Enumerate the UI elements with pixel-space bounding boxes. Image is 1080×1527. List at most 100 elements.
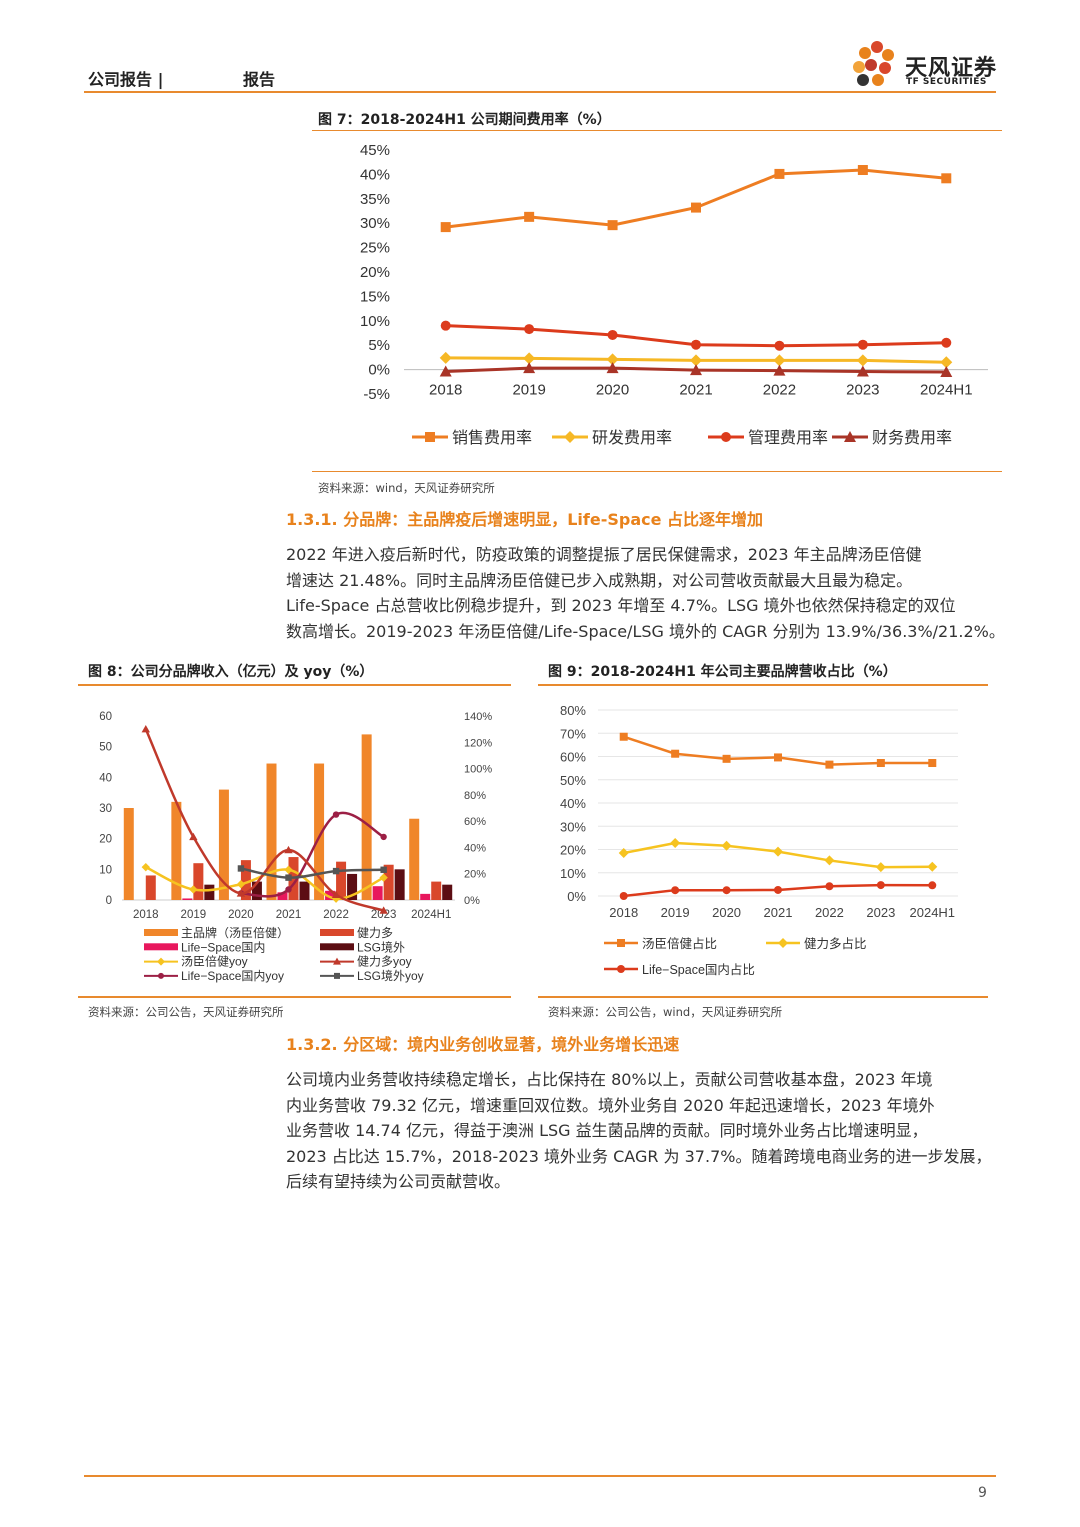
- x-tick-label: 2023: [371, 909, 397, 921]
- y-tick-label: 25%: [360, 240, 390, 257]
- data-point: [774, 168, 785, 179]
- data-point: [774, 885, 782, 894]
- data-point: [940, 356, 953, 369]
- y-left-tick-label: 40: [99, 772, 112, 784]
- y-tick-label: 60%: [560, 750, 586, 765]
- data-point: [439, 351, 452, 364]
- y-tick-label: 15%: [360, 288, 390, 305]
- data-point: [825, 882, 834, 891]
- header-rule: [84, 91, 996, 93]
- report-type: 报告: [243, 70, 276, 89]
- legend-label: LSG境外yoy: [357, 968, 424, 983]
- legend-label: 管理费用率: [748, 429, 828, 447]
- legend-marker: [333, 957, 341, 965]
- yoy-point: [189, 832, 198, 841]
- fig9-title: 图 9：2018-2024H1 年公司主要品牌营收占比（%）: [548, 664, 897, 680]
- y-left-tick-label: 0: [106, 895, 112, 907]
- section-132-heading: 1.3.2. 分区域：境内业务创收显著，境外业务增长迅速: [286, 1035, 680, 1054]
- y-tick-label: 0%: [567, 889, 586, 904]
- bar: [145, 875, 156, 900]
- x-tick-label: 2022: [323, 909, 349, 921]
- y-tick-label: 0%: [368, 362, 390, 379]
- data-point: [824, 855, 835, 866]
- legend-label: 财务费用率: [872, 429, 952, 447]
- data-point: [940, 366, 953, 378]
- y-tick-label: 10%: [360, 313, 390, 330]
- x-tick-label: 2024H1: [920, 382, 973, 399]
- para-line: 2022 年进入疫后新时代，防疫政策的调整提振了居民保健需求，2023 年主品牌…: [286, 545, 922, 564]
- fig8-title: 图 8：公司分品牌收入（亿元）及 yoy（%）: [88, 664, 374, 680]
- fig9-bottom-rule: [538, 996, 988, 998]
- yoy-point: [285, 874, 292, 881]
- y-left-tick-label: 60: [99, 711, 112, 723]
- bar: [372, 886, 383, 900]
- yoy-point: [189, 885, 198, 894]
- y-tick-label: 20%: [560, 843, 586, 858]
- fig7-title: 图 7：2018-2024H1 公司期间费用率（%）: [318, 112, 611, 128]
- legend-label: 健力多占比: [804, 936, 867, 951]
- data-point: [618, 847, 629, 858]
- bar: [383, 864, 394, 900]
- legend-marker: [157, 957, 165, 966]
- fig8-top-rule: [78, 684, 511, 686]
- y-right-tick-label: 60%: [464, 816, 486, 828]
- legend-label: Life−Space国内: [181, 940, 265, 954]
- bar: [204, 884, 215, 900]
- data-point: [941, 173, 952, 184]
- x-tick-label: 2020: [712, 905, 741, 920]
- x-tick-label: 2020: [596, 382, 629, 399]
- fig7-chart: -5% 0% 5% 10% 15% 20% 25% 30% 35% 40% 45% 2018 2019 2…: [360, 142, 988, 447]
- data-point: [857, 339, 868, 350]
- y-tick-label: 20%: [360, 264, 390, 281]
- x-tick-label: 2024H1: [411, 909, 451, 921]
- data-point: [670, 837, 681, 848]
- data-point: [875, 862, 886, 873]
- bar: [409, 818, 420, 900]
- y-right-tick-label: 40%: [464, 842, 486, 854]
- legend-marker: [778, 938, 788, 948]
- bar: [347, 873, 358, 900]
- data-point: [773, 354, 786, 367]
- report-category: 公司报告 |: [88, 70, 164, 89]
- bar: [325, 890, 336, 900]
- data-point: [619, 892, 628, 900]
- bar: [266, 763, 277, 900]
- bar: [361, 734, 372, 900]
- bar: [299, 881, 310, 900]
- x-tick-label: 2019: [512, 382, 545, 399]
- data-point: [721, 840, 732, 851]
- para-line: 增速达 21.48%。同时主品牌汤臣倍健已步入成熟期，对公司营收贡献最大且最为稳…: [286, 570, 913, 590]
- legend-marker: [617, 965, 625, 973]
- bar: [123, 808, 134, 900]
- yoy-point: [236, 889, 246, 897]
- tf-securities-logo: [848, 38, 998, 90]
- legend-swatch: [320, 929, 354, 936]
- yoy-point: [380, 833, 387, 841]
- x-tick-label: 2018: [609, 905, 638, 920]
- legend-label: Life−Space国内占比: [642, 962, 755, 977]
- para-line: 2023 占比达 15.7%，2018-2023 境外业务 CAGR 为 37.…: [286, 1146, 992, 1166]
- yoy-point: [141, 724, 150, 733]
- legend-marker: [721, 432, 731, 442]
- para-line: 内业务营收 79.32 亿元，增速重回双位数。境外业务自 2020 年起迅速增长…: [286, 1095, 935, 1115]
- logo-cn-text: 天风证券: [905, 56, 998, 81]
- legend-marker: [564, 431, 576, 443]
- legend-label: LSG境外: [357, 939, 405, 954]
- y-tick-label: 40%: [360, 166, 390, 183]
- series-line: [445, 168, 947, 229]
- x-tick-label: 2021: [764, 905, 793, 920]
- bar: [193, 863, 204, 900]
- data-point: [774, 753, 782, 762]
- legend-marker: [425, 432, 435, 442]
- y-left-tick-label: 30: [99, 803, 112, 815]
- legend-label: 主品牌（汤臣倍健）: [181, 925, 289, 940]
- data-point: [857, 165, 868, 176]
- legend-swatch: [144, 929, 178, 936]
- bar: [218, 789, 229, 900]
- data-point: [671, 886, 680, 895]
- y-tick-label: 30%: [560, 819, 586, 834]
- data-point: [671, 749, 680, 758]
- data-point: [722, 754, 731, 763]
- yoy-line: [240, 867, 384, 879]
- data-point: [691, 339, 701, 350]
